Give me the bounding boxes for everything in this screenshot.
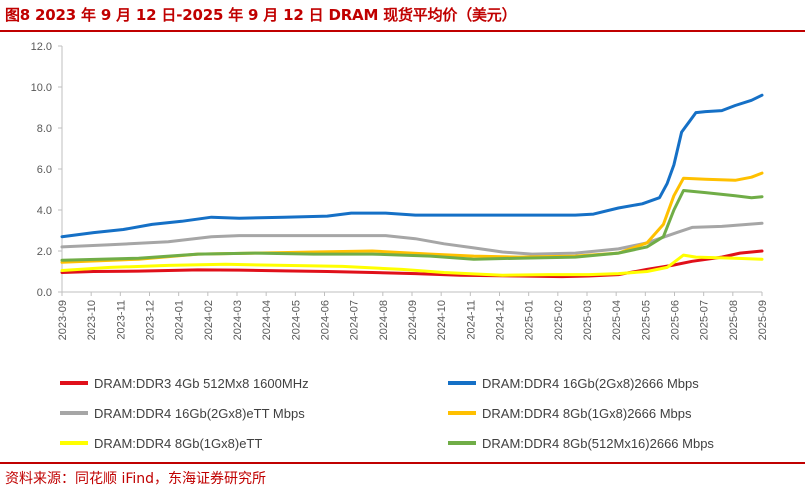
source-note: 资料来源：同花顺 iFind，东海证券研究所 <box>5 471 267 487</box>
x-tick-label: 2024-07 <box>349 300 361 340</box>
x-tick-label: 2025-08 <box>728 300 740 340</box>
x-tick-label: 2023-12 <box>145 300 157 340</box>
series-line-6 <box>60 189 764 262</box>
x-tick-label: 2024-02 <box>203 300 215 340</box>
y-tick-label: 6.0 <box>37 164 52 176</box>
x-tick-label: 2024-06 <box>320 300 332 340</box>
y-tick-label: 10.0 <box>31 82 52 94</box>
x-tick-label: 2025-02 <box>553 300 565 340</box>
x-tick-label: 2024-08 <box>378 300 390 340</box>
y-tick-label: 8.0 <box>37 123 52 135</box>
x-tick-label: 2025-05 <box>640 300 652 340</box>
y-tick-label: 0.0 <box>37 287 52 299</box>
series-line-5 <box>60 253 764 277</box>
series-line-3 <box>60 221 764 256</box>
legend-label: DRAM:DDR4 8Gb(1Gx8)2666 Mbps <box>482 406 692 421</box>
x-tick-label: 2023-10 <box>86 300 98 340</box>
footer-divider <box>0 462 805 464</box>
y-tick-label: 2.0 <box>37 246 52 258</box>
x-tick-label: 2025-04 <box>611 300 623 340</box>
legend-label: DRAM:DDR4 16Gb(2Gx8)2666 Mbps <box>482 376 699 391</box>
series-line-2 <box>60 93 764 239</box>
x-tick-label: 2024-01 <box>174 300 186 340</box>
dram-price-chart: 0.0 2.0 4.0 6.0 8.0 10.0 12.0 2023-09 2023-10 202… <box>31 41 769 451</box>
x-tick-label: 2024-11 <box>465 300 477 340</box>
x-tick-label: 2025-07 <box>699 300 711 340</box>
figure-title: 图8 2023 年 9 月 12 日-2025 年 9 月 12 日 DRAM … <box>5 6 517 24</box>
y-tick-label: 12.0 <box>31 41 52 53</box>
series-line-1 <box>60 249 764 279</box>
legend-label: DRAM:DDR4 8Gb(1Gx8)eTT <box>94 436 262 451</box>
x-tick-label: 2023-09 <box>57 300 69 340</box>
x-tick-label: 2025-06 <box>670 300 682 340</box>
x-tick-label: 2024-12 <box>495 300 507 340</box>
x-tick-label: 2024-04 <box>261 300 273 340</box>
legend-label: DRAM:DDR4 16Gb(2Gx8)eTT Mbps <box>94 406 305 421</box>
x-tick-label: 2024-03 <box>232 300 244 340</box>
title-divider <box>0 30 805 32</box>
x-tick-label: 2023-11 <box>115 300 127 340</box>
series-line-4 <box>60 171 764 264</box>
x-tick-label: 2025-01 <box>524 300 536 340</box>
legend-label: DRAM:DDR4 8Gb(512Mx16)2666 Mbps <box>482 436 714 451</box>
x-tick-label: 2024-05 <box>290 300 302 340</box>
y-tick-label: 4.0 <box>37 205 52 217</box>
legend-label: DRAM:DDR3 4Gb 512Mx8 1600MHz <box>94 376 309 391</box>
x-tick-label: 2024-09 <box>407 300 419 340</box>
x-tick-label: 2025-03 <box>582 300 594 340</box>
x-tick-label: 2024-10 <box>436 300 448 340</box>
x-tick-label: 2025-09 <box>757 300 769 340</box>
